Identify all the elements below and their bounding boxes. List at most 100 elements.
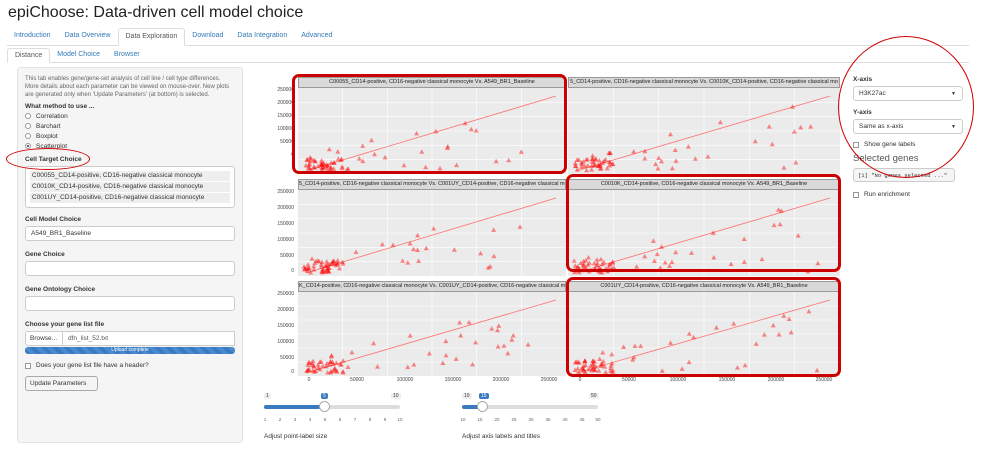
scatter-point [582, 163, 588, 169]
cell-target-select[interactable]: C00055_CD14-positive, CD16-negative clas… [25, 166, 235, 208]
scatter-point [591, 162, 597, 168]
scatter-point [742, 362, 748, 368]
fit-line [305, 197, 557, 274]
highlight-box-panel-1 [292, 74, 567, 174]
scatter-point [340, 369, 346, 375]
point-label-size-slider[interactable]: 1 5 10 1 2 3 4 5 6 7 8 9 10 Adjust point… [264, 393, 403, 440]
browse-button[interactable]: Browse... [25, 331, 63, 346]
tab-distance[interactable]: Distance [7, 48, 51, 63]
scatter-point [650, 238, 656, 243]
fit-line [305, 95, 557, 172]
slider-tick-label: 7 [353, 417, 357, 422]
scatter-point [630, 357, 636, 362]
scatter-point [311, 263, 317, 269]
scatter-point [632, 343, 638, 348]
scatter-point [731, 321, 737, 326]
scatter-point [596, 265, 602, 270]
radio-correlation[interactable]: Correlation [25, 112, 235, 120]
run-enrichment-checkbox[interactable]: Run enrichment [853, 191, 963, 198]
slider-min: 10 [462, 393, 472, 399]
scatter-point [741, 259, 747, 264]
radio-boxplot[interactable]: Boxplot [25, 132, 235, 140]
scatter-point [382, 154, 388, 160]
scatter-point [590, 366, 596, 371]
header-checkbox[interactable]: Does your gene list file have a header? [25, 362, 235, 369]
scatter-point [599, 261, 605, 267]
slider-handle[interactable] [477, 401, 488, 412]
scatter-point [400, 258, 406, 263]
tab-introduction[interactable]: Introduction [14, 32, 51, 39]
scatter-point [304, 268, 310, 273]
cell-target-option[interactable]: C00055_CD14-positive, CD16-negative clas… [30, 171, 230, 181]
scatter-point [594, 262, 600, 268]
scatter-point [759, 256, 765, 262]
scatter-point [600, 358, 606, 364]
tab-model-choice[interactable]: Model Choice [57, 51, 101, 58]
scatter-point [319, 162, 325, 167]
scatter-point [319, 269, 325, 275]
tab-advanced[interactable]: Advanced [301, 32, 333, 39]
scatter-point [776, 207, 782, 212]
slider-track [462, 405, 598, 409]
scatter-point [324, 262, 330, 267]
scatter-point [437, 165, 443, 171]
tab-data-integration[interactable]: Data Integration [237, 32, 288, 39]
scatter-point [583, 258, 589, 263]
scatter-point [581, 363, 587, 368]
cell-target-option[interactable]: C0010K_CD14-positive, CD16-negative clas… [30, 182, 230, 192]
scatter-point [313, 368, 319, 374]
scatter-point [317, 366, 323, 372]
scatter-point [656, 155, 662, 160]
scatter-point [313, 258, 319, 264]
gene-choice-input[interactable] [25, 261, 235, 276]
slider-tick-label: 4 [308, 417, 312, 422]
scatter-point [621, 344, 627, 349]
highlight-box-panel-4 [566, 174, 841, 272]
scatter-point [642, 156, 648, 161]
scatter-point [328, 166, 334, 171]
scatter-point [304, 157, 310, 162]
scatter-point [331, 160, 337, 165]
scatter-point [334, 262, 340, 268]
scatter-point [606, 159, 612, 164]
scatter-point [340, 369, 346, 374]
scatter-point [328, 261, 334, 267]
gene-ontology-input[interactable] [25, 296, 235, 311]
scatter-point [673, 249, 679, 255]
scatter-point [596, 158, 602, 163]
scatter-point [326, 269, 332, 274]
cell-model-input[interactable]: A549_BR1_Baseline [25, 226, 235, 241]
scatter-point [581, 258, 587, 264]
app-title: epiChoose: Data-driven cell model choice [8, 4, 304, 21]
scatter-point [454, 162, 460, 168]
x-tick: 50000 [622, 377, 636, 383]
scatter-point [781, 313, 787, 318]
scatter-point [593, 156, 599, 161]
scatter-point [496, 323, 502, 328]
slider-tick-label: 45 [579, 417, 585, 422]
scatter-area [568, 292, 840, 376]
scatter-point [609, 360, 615, 366]
tab-download[interactable]: Download [192, 32, 224, 39]
scatter-point [608, 365, 614, 371]
scatter-point [495, 344, 501, 349]
scatter-point [445, 144, 451, 149]
tab-data-exploration[interactable]: Data Exploration [117, 28, 186, 46]
tab-browser[interactable]: Browser [114, 51, 140, 58]
update-parameters-button[interactable]: Update Parameters [25, 376, 98, 391]
scatter-point [752, 138, 758, 144]
scatter-point [311, 157, 317, 162]
slider-handle[interactable] [319, 401, 330, 412]
scatter-point [311, 267, 317, 272]
cell-target-option[interactable]: C001UY_CD14-positive, CD16-negative clas… [30, 193, 230, 203]
fit-line [305, 299, 557, 374]
radio-barchart[interactable]: Barchart [25, 122, 235, 130]
tab-data-overview[interactable]: Data Overview [64, 32, 111, 39]
scatter-point [410, 246, 416, 252]
axis-label-size-slider[interactable]: 10 15 50 10 15 20 25 30 35 40 45 50 Adju… [460, 393, 601, 440]
y-tick: 50000 [280, 355, 294, 361]
scatter-point [419, 149, 425, 154]
scatter-point [320, 268, 326, 273]
slider-tick-label: 10 [397, 417, 403, 422]
scatter-point [705, 154, 711, 159]
